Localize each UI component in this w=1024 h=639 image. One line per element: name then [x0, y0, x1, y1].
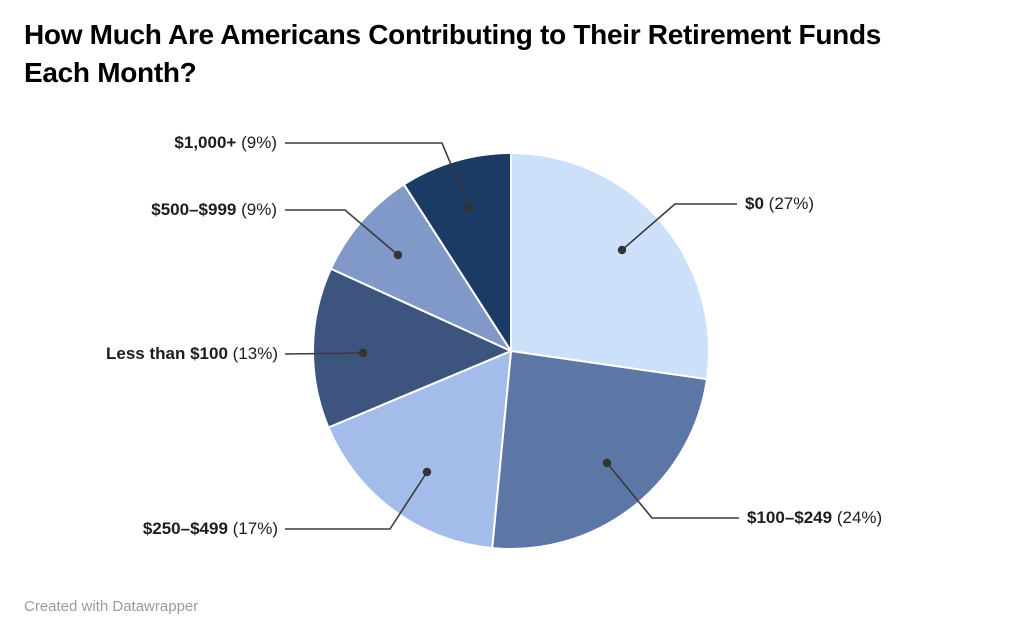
leader-dot-250-499 — [422, 467, 432, 477]
datawrapper-credit: Created with Datawrapper — [24, 598, 199, 615]
leader-dot-0 — [617, 245, 627, 255]
pie-slice-250-499 — [327, 350, 512, 550]
slice-label-1000-plus: $1,000+ (9%) — [174, 132, 277, 154]
leader-line-0 — [621, 203, 737, 251]
slice-label-0: $0 (27%) — [745, 193, 814, 215]
slice-label-1000-plus-name: $1,000+ — [174, 133, 237, 152]
slice-label-less-than-100-name: Less than $100 — [106, 344, 228, 363]
pie-slice-500-999 — [329, 183, 512, 352]
leader-dot-less-than-100 — [358, 348, 368, 358]
leader-line-1-000 — [285, 142, 470, 209]
leader-line-100-249 — [606, 462, 739, 519]
pie-slice-0 — [510, 152, 710, 381]
leader-dot-100-249 — [602, 458, 612, 468]
slice-label-0-pct: (27%) — [768, 194, 815, 213]
slice-label-250-499-pct: (17%) — [232, 519, 278, 538]
slice-label-500-999-pct: (9%) — [241, 200, 277, 219]
slice-label-500-999: $500–$999 (9%) — [151, 199, 277, 221]
slice-label-less-than-100: Less than $100 (13%) — [106, 343, 278, 365]
slice-label-100-249-pct: (24%) — [836, 508, 883, 527]
leader-dot-1-000 — [464, 203, 474, 213]
leader-line-500-999 — [285, 209, 399, 256]
pie-slice-1-000 — [402, 152, 512, 352]
slice-label-250-499: $250–$499 (17%) — [143, 518, 278, 540]
slice-label-0-name: $0 — [745, 194, 764, 213]
pie-slice-less-than-100 — [312, 267, 512, 429]
leader-dot-500-999 — [393, 250, 403, 260]
leader-line-less-than-100 — [284, 352, 364, 355]
slice-label-100-249: $100–$249 (24%) — [747, 507, 882, 529]
pie-slice-100-249 — [491, 350, 708, 550]
slice-label-100-249-name: $100–$249 — [747, 508, 833, 527]
slice-label-less-than-100-pct: (13%) — [232, 344, 278, 363]
slice-label-1000-plus-pct: (9%) — [241, 133, 277, 152]
leader-line-250-499 — [285, 471, 428, 530]
slice-label-250-499-name: $250–$499 — [142, 519, 228, 538]
slice-label-500-999-name: $500–$999 — [151, 200, 237, 219]
chart-title: How Much Are Americans Contributing to T… — [24, 19, 882, 88]
